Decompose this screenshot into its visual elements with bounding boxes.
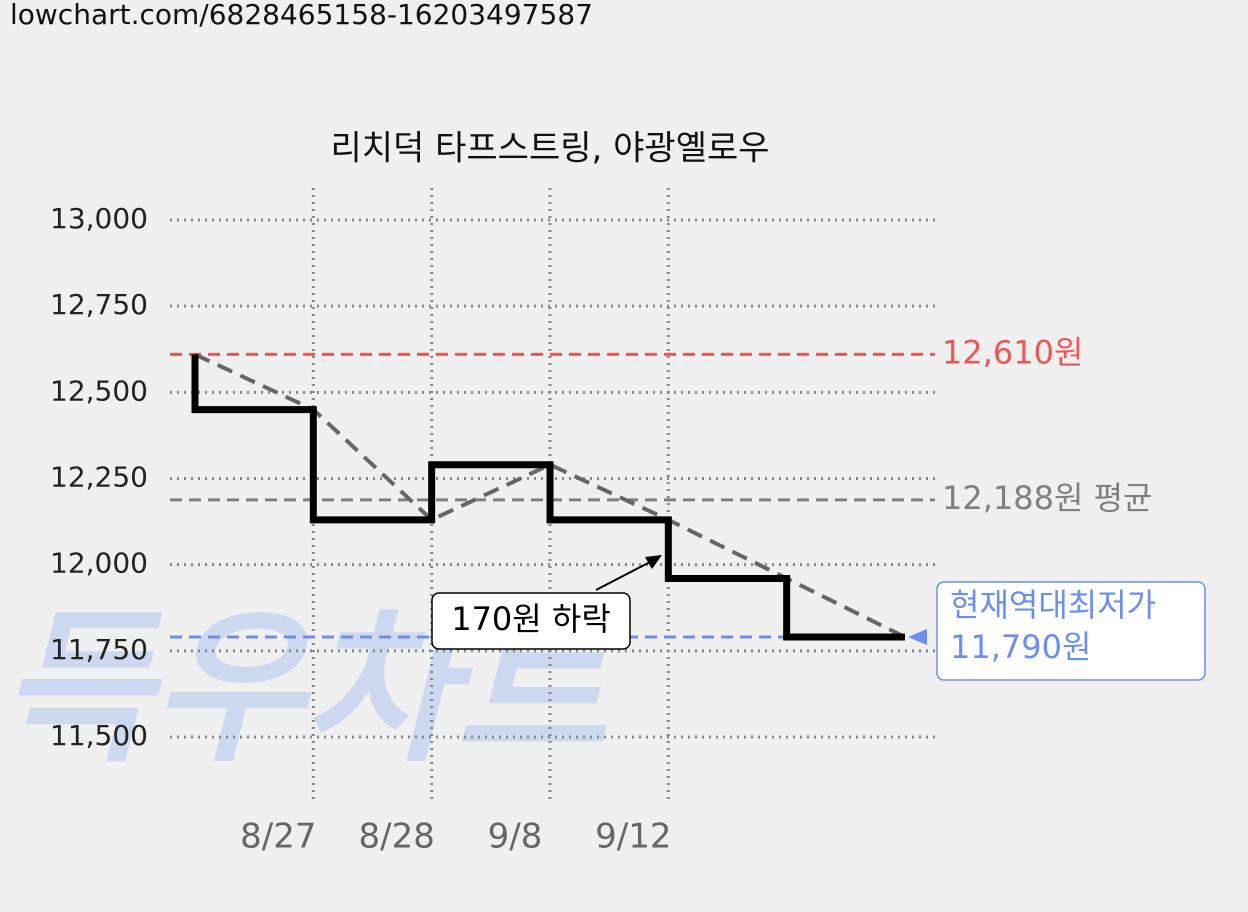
min-arrow — [908, 629, 927, 646]
y-tick-label: 12,500 — [50, 374, 148, 407]
y-tick-label: 11,750 — [50, 633, 148, 666]
x-tick-label: 9/12 — [595, 817, 671, 857]
min-box — [936, 581, 1206, 681]
min-label: 11,790원 — [950, 628, 1091, 666]
x-tick-label: 9/8 — [488, 817, 543, 857]
annotation-box — [431, 592, 631, 650]
url: lowchart.com/6828465158-16203497587 — [10, 0, 593, 31]
y-tick-label: 11,500 — [50, 719, 148, 752]
step-line — [191, 354, 905, 641]
y-tick-label: 12,750 — [50, 288, 148, 321]
x-tick-label: 8/27 — [240, 817, 316, 857]
y-tick-label: 12,000 — [50, 547, 148, 580]
reference-label: 12,610원 — [942, 333, 1083, 371]
reference-label: 12,188원 평균 — [942, 479, 1152, 517]
annotation-arrow — [595, 560, 653, 591]
chart-title: 리치덕 타프스트링, 야광옐로우 — [330, 129, 769, 169]
y-tick-label: 13,000 — [50, 202, 148, 235]
annotation-text: 170원 하락 — [451, 600, 611, 638]
annotation-arrow-head — [645, 555, 662, 569]
min-label: 현재역대최저가 — [950, 586, 1156, 624]
x-tick-label: 8/28 — [358, 817, 434, 857]
y-tick-label: 12,250 — [50, 461, 148, 494]
